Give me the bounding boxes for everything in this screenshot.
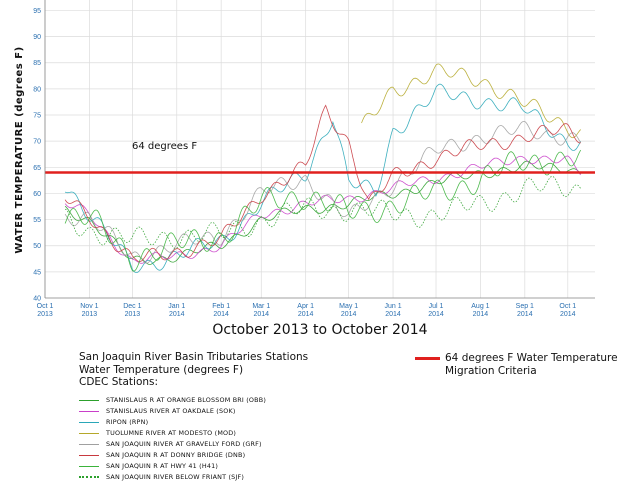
y-tick-label: 45: [33, 269, 41, 276]
legend-title-line-1: San Joaquin River Basin Tributaries Stat…: [79, 351, 309, 363]
criteria-legend: 64 degrees F Water Temperature Migration…: [415, 352, 635, 377]
legend-item-label: RIPON (RPN): [106, 418, 149, 426]
x-tick-label-month: Jun 1: [384, 303, 401, 310]
legend-swatch: [79, 410, 99, 412]
x-tick-label-year: 2014: [517, 311, 533, 318]
y-tick-label: 95: [33, 8, 41, 15]
legend-swatch: [79, 432, 99, 434]
x-tick-label-year: 2014: [428, 311, 444, 318]
legend-swatch: [79, 465, 99, 467]
y-tick-label: 85: [33, 60, 41, 67]
series-line-5: [64, 104, 581, 263]
series-line-0: [64, 160, 582, 265]
x-tick-label-year: 2014: [385, 311, 401, 318]
legend-title-line-2: Water Temperature (degrees F): [79, 363, 244, 376]
legend-item-label: SAN JOAQUIN RIVER AT GRAVELLY FORD (GRF): [106, 440, 262, 448]
series-line-6: [64, 149, 582, 272]
legend-item: SAN JOAQUIN R AT DONNY BRIDGE (DNB): [79, 450, 379, 461]
legend-swatch: [79, 454, 99, 456]
y-tick-label: 40: [33, 296, 41, 303]
legend-swatch: [79, 399, 99, 401]
x-tick-label-year: 2014: [473, 311, 489, 318]
x-tick-label-year: 2014: [298, 311, 314, 318]
legend-title-line-3: CDEC Stations:: [79, 376, 159, 388]
criteria-line-1: 64 degrees F Water Temperature: [445, 352, 618, 364]
legend-item: RIPON (RPN): [79, 417, 379, 428]
x-tick-label-month: Oct 1: [559, 303, 576, 310]
y-tick-label: 55: [33, 217, 41, 224]
y-axis-title: WATER TEMPERATURE (degrees F): [14, 46, 25, 253]
x-tick-label-month: Jan 1: [168, 303, 185, 310]
y-tick-label: 75: [33, 113, 41, 120]
x-tick-label-month: Feb 1: [212, 303, 230, 310]
x-tick-label-month: Dec 1: [123, 303, 141, 310]
legend-item-label: SAN JOAQUIN R AT DONNY BRIDGE (DNB): [106, 451, 246, 459]
x-tick-label-month: Jul 1: [429, 303, 444, 310]
legend-item-label: TUOLUMNE RIVER AT MODESTO (MOD): [106, 429, 237, 437]
x-tick-label-month: Apr 1: [297, 303, 314, 310]
legend-item: TUOLUMNE RIVER AT MODESTO (MOD): [79, 428, 379, 439]
x-tick-label-month: Mar 1: [252, 303, 270, 310]
series-line-1: [64, 155, 582, 264]
y-tick-label: 80: [33, 86, 41, 93]
legend-item: SAN JOAQUIN RIVER AT GRAVELLY FORD (GRF): [79, 439, 379, 450]
legend-item: STANISLAUS RIVER AT OAKDALE (SOK): [79, 406, 379, 417]
x-tick-label-year: 2014: [169, 311, 185, 318]
x-tick-label-year: 2013: [37, 311, 53, 318]
legend-swatch: [79, 421, 99, 423]
legend-item-label: STANISLAUS RIVER AT OAKDALE (SOK): [106, 407, 236, 415]
criteria-line-2: Migration Criteria: [445, 364, 537, 377]
legend-item-label: SAN JOAQUIN R AT HWY 41 (H41): [106, 462, 219, 470]
x-tick-label-year: 2014: [213, 311, 229, 318]
y-tick-labels: 40 45 50 55 60 65 70 75 80 85 90 95: [33, 8, 41, 303]
axes: [44, 0, 595, 299]
x-tick-label-month: May 1: [339, 303, 358, 310]
y-tick-label: 70: [33, 139, 41, 146]
series-line-7: [64, 175, 582, 249]
legend-item-label: SAN JOAQUIN RIVER BELOW FRIANT (SJF): [106, 473, 245, 481]
legend-swatch: [79, 476, 99, 478]
series-layer: [64, 63, 582, 274]
x-tick-label-year: 2014: [341, 311, 357, 318]
x-tick-label-month: Oct 1: [37, 303, 54, 310]
x-tick-label-year: 2013: [125, 311, 141, 318]
threshold-annotation: 64 degrees F: [132, 141, 197, 152]
legend-list: STANISLAUS R AT ORANGE BLOSSOM BRI (OBB)…: [79, 395, 379, 483]
y-tick-label: 65: [33, 165, 41, 172]
x-tick-label-year: 2013: [82, 311, 98, 318]
series-line-2: [64, 83, 582, 274]
legend-swatch: [79, 443, 99, 445]
x-axis-title: October 2013 to October 2014: [212, 322, 427, 338]
station-legend: San Joaquin River Basin Tributaries Stat…: [79, 351, 379, 483]
criteria-swatch: [415, 357, 440, 360]
legend-item: STANISLAUS R AT ORANGE BLOSSOM BRI (OBB): [79, 395, 379, 406]
x-tick-label-month: Aug 1: [471, 303, 489, 310]
legend-item-label: STANISLAUS R AT ORANGE BLOSSOM BRI (OBB): [106, 396, 267, 404]
x-tick-label-year: 2014: [560, 311, 576, 318]
y-tick-label: 90: [33, 34, 41, 41]
series-line-4: [64, 121, 582, 264]
y-tick-label: 60: [33, 191, 41, 198]
legend-item: SAN JOAQUIN RIVER BELOW FRIANT (SJF): [79, 472, 379, 483]
y-tick-label: 50: [33, 243, 41, 250]
x-tick-label-year: 2014: [253, 311, 269, 318]
legend-item: SAN JOAQUIN R AT HWY 41 (H41): [79, 461, 379, 472]
series-line-3: [361, 63, 582, 139]
x-tick-label-month: Nov 1: [80, 303, 98, 310]
x-tick-label-month: Sep 1: [516, 303, 534, 310]
plot-area: [45, 0, 595, 298]
